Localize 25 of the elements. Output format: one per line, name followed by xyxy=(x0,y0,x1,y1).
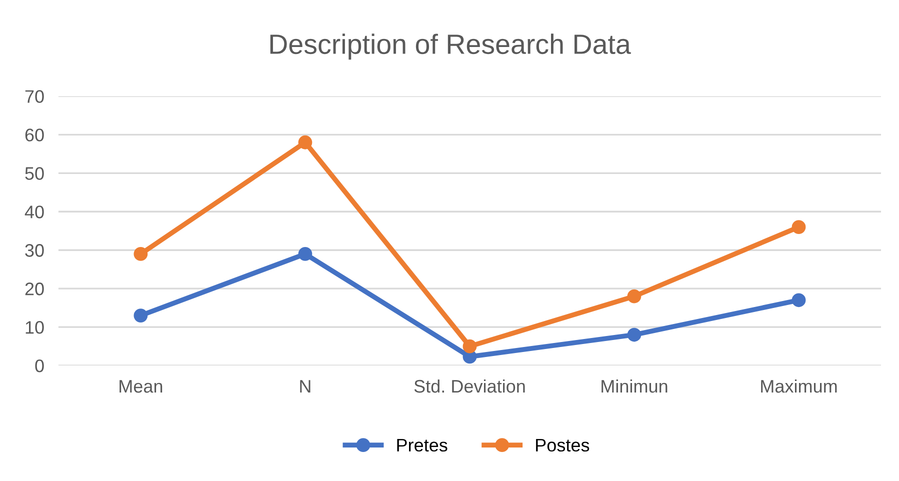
y-tick-label: 20 xyxy=(25,282,44,296)
y-tick-label: 30 xyxy=(25,244,44,257)
y-tick-label: 0 xyxy=(35,359,44,372)
point xyxy=(627,289,642,304)
x-tick-label: Mean xyxy=(120,380,162,393)
point xyxy=(792,293,806,308)
y-tick-label: 50 xyxy=(25,167,44,180)
y-tick-label: 40 xyxy=(24,206,44,218)
y-tick-label: 70 xyxy=(25,90,44,103)
x-tick-label: Minimun xyxy=(602,379,668,393)
y-tick-label: 10 xyxy=(26,321,44,334)
point xyxy=(462,339,477,354)
x-tick-label: Maximum xyxy=(761,379,837,393)
x-tick-label: N xyxy=(300,380,310,393)
point xyxy=(298,247,312,261)
point xyxy=(298,135,312,150)
point xyxy=(627,328,642,342)
legend-label: Pretes xyxy=(397,438,448,452)
point xyxy=(792,220,806,234)
chart-title: Description of Research Data xyxy=(270,34,631,60)
y-tick-label: 60 xyxy=(25,128,44,142)
point xyxy=(134,247,148,261)
point xyxy=(134,308,148,322)
x-tick-label: Std. Deviation xyxy=(414,379,525,393)
legend-label: Postes xyxy=(536,438,590,452)
